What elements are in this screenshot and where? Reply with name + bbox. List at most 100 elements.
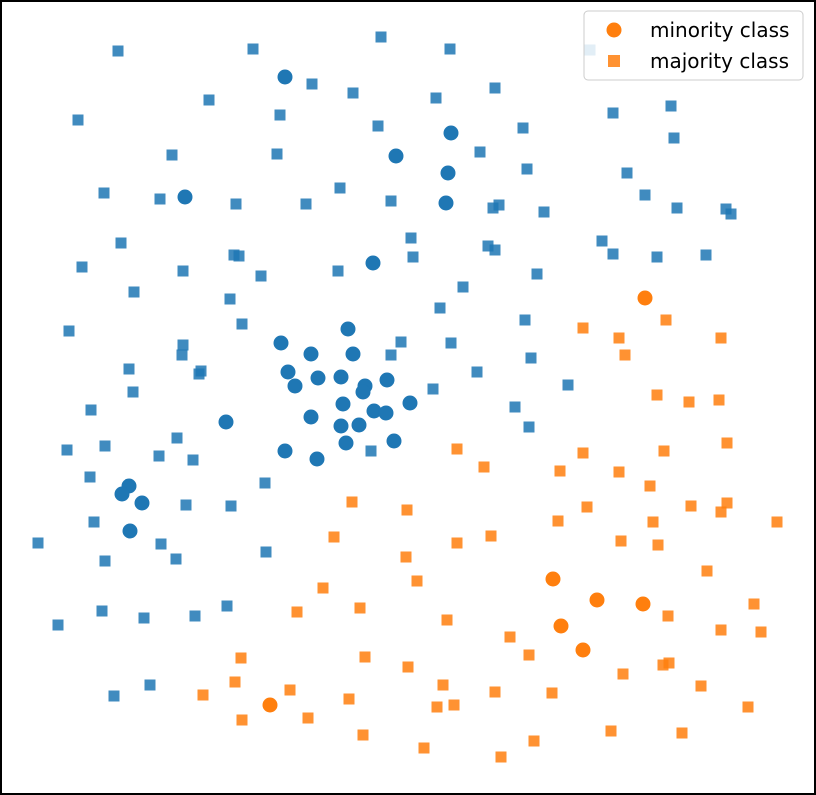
square-point-3-5 bbox=[347, 87, 359, 99]
circle-point-2-18 bbox=[335, 396, 351, 412]
square-point-3-16 bbox=[166, 149, 178, 161]
square-point-3-24 bbox=[300, 198, 312, 210]
square-point-3-38 bbox=[407, 251, 419, 263]
square-point-3-52 bbox=[457, 281, 469, 293]
square-point-3-9 bbox=[430, 92, 442, 104]
square-point-3-39 bbox=[482, 240, 494, 252]
square-point-3-91 bbox=[138, 612, 150, 624]
square-point-1-43 bbox=[235, 652, 247, 664]
circle-point-2-1 bbox=[443, 125, 459, 141]
square-point-3-75 bbox=[61, 444, 73, 456]
circle-point-2-28 bbox=[277, 443, 293, 459]
square-point-3-1 bbox=[247, 43, 259, 55]
legend-minority-label: minority class bbox=[650, 18, 789, 42]
circle-point-2-20 bbox=[366, 403, 382, 419]
square-point-3-6 bbox=[489, 82, 501, 94]
square-point-3-92 bbox=[189, 610, 201, 622]
square-point-1-56 bbox=[343, 693, 355, 705]
circle-point-2-8 bbox=[273, 335, 289, 351]
series-1 bbox=[197, 314, 783, 763]
square-point-3-80 bbox=[259, 477, 271, 489]
square-point-3-73 bbox=[171, 432, 183, 444]
square-point-3-11 bbox=[72, 114, 84, 126]
square-point-1-32 bbox=[411, 575, 423, 587]
square-point-3-0 bbox=[112, 45, 124, 57]
square-point-1-9 bbox=[451, 443, 463, 455]
square-point-3-50 bbox=[128, 286, 140, 298]
circle-point-2-22 bbox=[218, 414, 234, 430]
square-point-1-67 bbox=[495, 751, 507, 763]
square-point-1-3 bbox=[619, 349, 631, 361]
square-point-3-87 bbox=[99, 555, 111, 567]
square-point-3-66 bbox=[471, 366, 483, 378]
square-point-1-35 bbox=[354, 602, 366, 614]
square-point-1-48 bbox=[617, 668, 629, 680]
square-point-1-1 bbox=[613, 332, 625, 344]
square-point-3-29 bbox=[538, 206, 550, 218]
square-point-1-4 bbox=[715, 332, 727, 344]
square-point-3-95 bbox=[108, 690, 120, 702]
circle-point-2-19 bbox=[402, 395, 418, 411]
square-point-1-16 bbox=[346, 496, 358, 508]
square-point-1-5 bbox=[651, 389, 663, 401]
square-point-3-25 bbox=[334, 182, 346, 194]
square-point-1-19 bbox=[552, 515, 564, 527]
square-point-3-46 bbox=[177, 265, 189, 277]
square-point-1-63 bbox=[605, 725, 617, 737]
square-point-3-28 bbox=[493, 199, 505, 211]
square-point-3-61 bbox=[519, 314, 531, 326]
square-point-1-18 bbox=[581, 501, 593, 513]
square-point-3-58 bbox=[395, 336, 407, 348]
circle-point-0-5 bbox=[575, 642, 591, 658]
square-point-1-54 bbox=[546, 687, 558, 699]
square-point-3-93 bbox=[52, 619, 64, 631]
square-point-3-2 bbox=[375, 31, 387, 43]
square-point-1-55 bbox=[695, 680, 707, 692]
square-point-3-19 bbox=[521, 163, 533, 175]
circle-point-2-29 bbox=[309, 451, 325, 467]
square-point-3-55 bbox=[236, 318, 248, 330]
square-point-3-84 bbox=[32, 537, 44, 549]
square-point-3-17 bbox=[271, 148, 283, 160]
square-point-3-79 bbox=[84, 471, 96, 483]
square-point-3-48 bbox=[332, 265, 344, 277]
square-point-3-15 bbox=[668, 132, 680, 144]
square-point-1-38 bbox=[662, 610, 674, 622]
square-point-1-2 bbox=[660, 314, 672, 326]
square-point-1-12 bbox=[577, 447, 589, 459]
circle-point-2-15 bbox=[287, 378, 303, 394]
square-point-3-56 bbox=[177, 339, 189, 351]
square-point-3-59 bbox=[385, 349, 397, 361]
square-point-1-42 bbox=[523, 649, 535, 661]
square-point-1-31 bbox=[701, 565, 713, 577]
square-point-3-27 bbox=[487, 202, 499, 214]
square-point-3-71 bbox=[509, 401, 521, 413]
circle-point-2-17 bbox=[355, 384, 371, 400]
square-point-3-57 bbox=[176, 349, 188, 361]
square-point-3-76 bbox=[153, 450, 165, 462]
square-point-3-21 bbox=[98, 187, 110, 199]
square-point-3-34 bbox=[115, 237, 127, 249]
circle-point-2-27 bbox=[386, 433, 402, 449]
square-point-1-61 bbox=[302, 712, 314, 724]
square-point-1-64 bbox=[676, 727, 688, 739]
circle-point-2-24 bbox=[333, 418, 349, 434]
square-point-1-24 bbox=[771, 516, 783, 528]
square-point-3-37 bbox=[405, 232, 417, 244]
square-point-3-45 bbox=[76, 261, 88, 273]
circle-point-2-7 bbox=[340, 321, 356, 337]
circle-point-2-33 bbox=[122, 523, 138, 539]
square-point-1-27 bbox=[451, 537, 463, 549]
square-point-1-58 bbox=[448, 699, 460, 711]
square-point-1-47 bbox=[663, 657, 675, 669]
square-point-1-37 bbox=[748, 598, 760, 610]
square-point-3-83 bbox=[88, 516, 100, 528]
square-point-3-44 bbox=[700, 249, 712, 261]
square-point-3-4 bbox=[306, 78, 318, 90]
circle-point-2-12 bbox=[310, 370, 326, 386]
square-point-3-40 bbox=[489, 244, 501, 256]
square-point-3-12 bbox=[607, 107, 619, 119]
circle-point-0-4 bbox=[553, 618, 569, 634]
circle-point-2-9 bbox=[303, 346, 319, 362]
square-point-3-63 bbox=[123, 363, 135, 375]
